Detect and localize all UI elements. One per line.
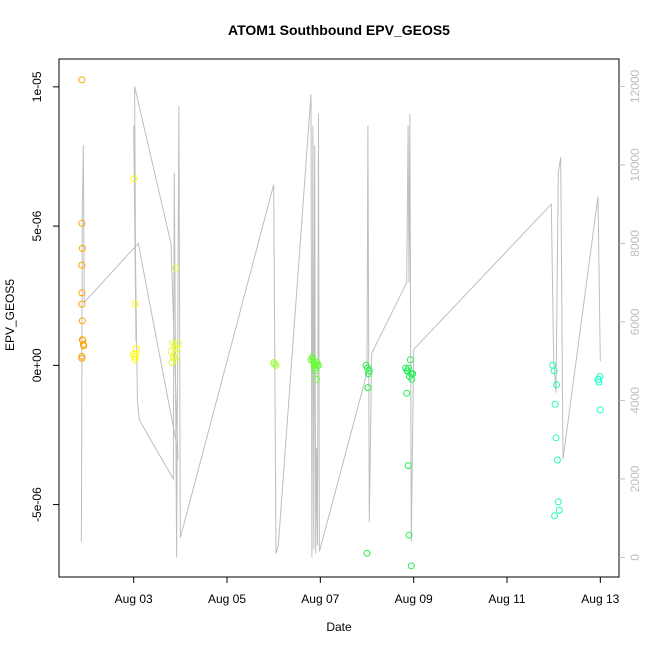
right-tick-label: 6000 <box>628 308 642 335</box>
data-point <box>551 400 559 408</box>
data-point <box>78 219 86 227</box>
data-point <box>364 384 372 392</box>
x-tick-label: Aug 05 <box>208 592 246 606</box>
data-point <box>405 364 412 372</box>
data-point <box>549 361 557 369</box>
x-tick-label: Aug 11 <box>488 592 525 606</box>
data-point <box>405 531 413 539</box>
data-point <box>595 375 602 383</box>
right-axis: 0 2000 4000 6000 8000 10000 12000 <box>619 69 642 561</box>
right-tick-label: 0 <box>628 554 642 561</box>
data-point <box>313 375 321 383</box>
data-point <box>133 345 140 353</box>
data-point <box>131 356 139 364</box>
data-point <box>131 353 139 361</box>
data-point <box>130 175 138 183</box>
data-point <box>78 289 86 297</box>
altitude-line-layer <box>80 86 601 558</box>
right-tick-label: 10000 <box>628 148 642 182</box>
data-point <box>552 434 560 442</box>
right-tick-label: 2000 <box>628 465 642 492</box>
right-tick-label: 8000 <box>628 230 642 257</box>
x-tick-label: Aug 13 <box>581 592 619 606</box>
right-tick-label: 4000 <box>628 387 642 414</box>
data-point <box>551 512 559 520</box>
data-points-layer <box>78 76 604 570</box>
data-point <box>408 370 416 378</box>
data-point <box>553 381 560 389</box>
data-point <box>403 389 411 397</box>
data-point <box>131 300 139 308</box>
data-point <box>363 549 371 557</box>
data-point <box>555 506 563 514</box>
data-point <box>404 462 412 470</box>
chart-title: ATOM1 Southbound EPV_GEOS5 <box>228 22 450 38</box>
data-point <box>78 336 86 344</box>
data-point <box>406 356 414 364</box>
data-point <box>78 244 86 252</box>
data-point <box>173 345 181 353</box>
x-tick-label: Aug 07 <box>301 592 339 606</box>
y-tick-label: 1e-05 <box>30 71 44 102</box>
data-point <box>364 364 371 372</box>
x-axis-label: Date <box>326 620 352 634</box>
altitude-line <box>80 86 601 558</box>
data-point <box>78 352 86 360</box>
data-point <box>171 350 179 358</box>
data-point <box>315 361 322 369</box>
x-axis: Aug 03 Aug 05 Aug 07 Aug 09 Aug 11 Aug 13 <box>115 577 620 606</box>
right-tick-label: 12000 <box>628 69 642 103</box>
data-point <box>271 360 279 368</box>
data-point <box>272 361 280 369</box>
data-point <box>554 498 562 506</box>
x-tick-label: Aug 09 <box>395 592 433 606</box>
data-point <box>78 261 86 269</box>
y-tick-label: 5e-06 <box>30 210 44 241</box>
data-point <box>550 367 558 375</box>
y-axis: -5e-06 0e+00 5e-06 1e-05 <box>30 71 59 522</box>
data-point <box>78 354 86 362</box>
y-tick-label: 0e+00 <box>30 348 44 382</box>
y-axis-label: EPV_GEOS5 <box>3 279 17 351</box>
data-point <box>78 300 86 308</box>
data-point <box>78 317 86 325</box>
data-point <box>553 456 561 464</box>
data-point <box>311 367 319 375</box>
data-point <box>596 406 604 414</box>
plot-frame <box>58 58 620 578</box>
data-point <box>78 76 86 84</box>
x-tick-label: Aug 03 <box>115 592 153 606</box>
data-point <box>172 264 180 272</box>
data-point <box>407 562 415 570</box>
y-tick-label: -5e-06 <box>30 487 44 522</box>
